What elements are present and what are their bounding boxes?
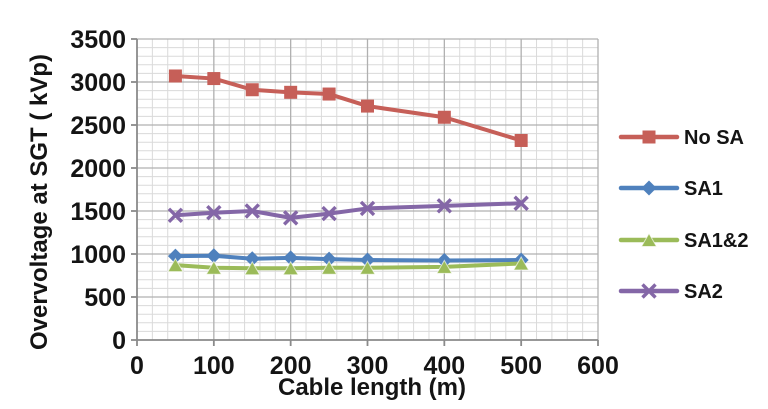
grid-major [137,38,599,340]
x-marker [282,210,299,226]
x-marker [513,195,529,211]
y-tick-label: 0 [112,327,126,355]
diamond-marker [167,248,183,264]
legend-label: SA1&2 [684,230,748,252]
series-line [173,201,524,220]
square-marker [361,99,374,113]
square-marker [322,87,336,101]
diamond-marker [283,250,299,266]
x-marker [436,198,453,214]
x-marker [244,203,260,219]
y-tick-label: 1000 [70,241,126,269]
x-marker [321,205,337,222]
triangle-marker [435,259,453,274]
triangle-marker [320,260,338,275]
legend: No SA SA1 SA1&2 SA2 [618,127,748,303]
series-no-sa [168,69,528,147]
square-marker [284,85,298,99]
series-line [173,253,524,263]
x-tick-label: 300 [347,352,389,380]
legend-label: No SA [684,127,744,149]
triangle-marker [205,260,223,275]
x-tick-label: 100 [193,352,235,380]
triangle-marker [243,260,261,276]
legend-label: SA1 [684,178,723,200]
x-tick-label: 200 [270,352,312,380]
legend-item-sa2: SA2 [618,281,723,303]
x-tick-label: 500 [500,352,542,380]
legend-item-no-sa: No SA [618,127,744,149]
series-sa2 [167,195,529,226]
diamond-marker [206,248,222,264]
square-marker [642,130,656,144]
x-marker [206,205,222,221]
series-sa1-2 [167,255,530,276]
diamond-marker [641,180,657,196]
y-axis-title: Overvoltage at SGT ( kVp) [26,53,53,351]
square-marker [437,110,451,124]
legend-label: SA2 [684,281,723,303]
triangle-marker [512,255,530,271]
square-marker [168,69,182,83]
y-tick-label: 1500 [70,198,126,226]
axes [131,38,599,346]
square-marker [514,133,528,147]
x-marker [641,283,657,299]
series-line [173,261,524,271]
diamond-marker [321,251,337,267]
diamond-marker [244,251,260,267]
x-axis-title: Cable length (m) [277,374,467,401]
y-tick-label: 2500 [70,112,126,140]
x-tick-label: 600 [577,352,619,380]
triangle-marker [640,232,658,247]
x-marker [359,200,376,217]
legend-item-sa1: SA1 [618,178,723,200]
tick-labels: 0 100 200 300 400 500 600 0 500 1000 1500 2000 2500 3… [70,26,618,380]
y-tick-label: 2000 [70,155,126,183]
triangle-marker [282,260,300,276]
diamond-marker [360,252,375,268]
x-tick-label: 400 [423,352,465,380]
triangle-marker [167,257,184,273]
triangle-marker [359,260,376,275]
y-tick-label: 3500 [70,26,126,54]
x-marker [167,207,184,224]
y-tick-label: 500 [84,284,126,312]
y-tick-label: 3000 [70,69,126,97]
legend-item-sa1-2: SA1&2 [618,230,748,252]
square-marker [245,83,259,97]
square-marker [207,72,221,86]
x-tick-label: 0 [130,352,144,380]
